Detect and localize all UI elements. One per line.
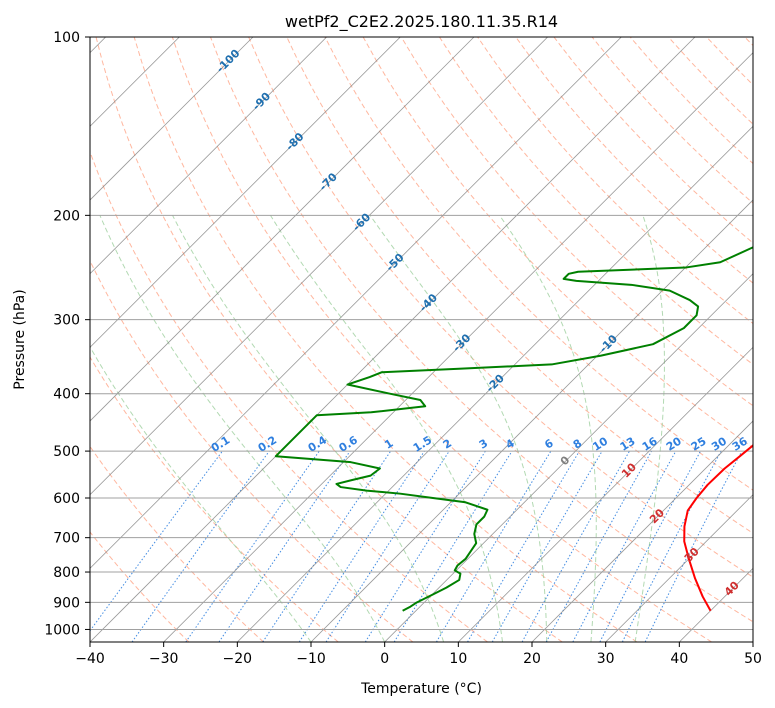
isotherm-line <box>752 641 753 642</box>
dry-adiabat-line <box>90 445 264 642</box>
mixing-ratio-line <box>644 450 743 642</box>
isotherm-line <box>90 37 254 201</box>
y-tick-label: 200 <box>53 208 80 224</box>
mixing-ratio-line <box>572 450 677 642</box>
x-tick-label: −40 <box>75 651 105 667</box>
isotherm-line <box>531 420 753 642</box>
chart-title: wetPf2_C2E2.2025.180.11.35.R14 <box>285 12 558 32</box>
mixing-ratio-line <box>545 450 653 642</box>
isotherm-line <box>90 37 327 275</box>
isotherm-line <box>90 37 696 642</box>
x-tick-label: 50 <box>744 651 762 667</box>
y-axis-label: Pressure (hPa) <box>12 289 28 389</box>
y-tick-label: 900 <box>53 595 80 611</box>
isotherm-line <box>90 37 401 348</box>
axes: −40 −30 −20 −10 0 10 20 30 40 50 100 200 300 400 500 60… <box>44 30 762 667</box>
y-tick-label: 800 <box>53 565 80 581</box>
x-tick-label: −10 <box>296 651 326 667</box>
isotherm-line <box>90 37 475 422</box>
moist-adiabat-line <box>270 215 504 642</box>
isotherm-line <box>237 125 753 642</box>
moist-adiabat-line <box>90 345 312 642</box>
mixing-ratio-line <box>185 450 320 642</box>
x-tick-label: 10 <box>449 651 467 667</box>
mixing-ratio-line <box>325 450 450 642</box>
mixing-ratio-line <box>393 450 513 642</box>
isotherm-line <box>605 494 753 642</box>
isotherm-line <box>384 273 753 642</box>
mixing-ratio-line <box>621 450 722 642</box>
x-tick-label: 0 <box>380 651 389 667</box>
mixing-ratio-line <box>364 450 486 642</box>
dry-adiabat-line <box>133 37 638 642</box>
mixing-ratio-line <box>90 450 223 632</box>
moist-adiabat-line <box>499 215 597 642</box>
dry-adiabat-line <box>248 37 753 578</box>
mixing-ratio-line <box>298 450 425 642</box>
x-axis-label: Temperature (°C) <box>360 681 482 697</box>
mixing-ratio-line <box>435 450 552 642</box>
y-tick-label: 400 <box>53 387 80 403</box>
dry-adiabat-line <box>171 37 712 642</box>
mixing-ratio-line <box>262 450 392 642</box>
dry-adiabat-line <box>324 37 753 491</box>
moist-adiabat-line <box>634 215 665 642</box>
x-tick-label: 40 <box>670 651 688 667</box>
background-lines <box>90 37 753 642</box>
moist-adiabat-line <box>99 215 386 642</box>
dry-adiabat-line <box>400 37 753 407</box>
dry-adiabat-line <box>95 37 563 642</box>
isotherm-line <box>163 52 753 642</box>
dry-adiabat-line <box>90 531 190 642</box>
isotherm-line <box>90 37 548 496</box>
dry-adiabat-line <box>210 37 753 623</box>
temperature-line <box>683 444 753 612</box>
y-tick-label: 1000 <box>44 622 80 638</box>
dry-adiabat-line <box>439 37 753 366</box>
dry-adiabat-line <box>90 150 488 642</box>
isotherm-line <box>90 37 622 569</box>
x-tick-label: −30 <box>149 651 179 667</box>
y-tick-label: 100 <box>53 30 80 46</box>
mixing-ratio-line <box>521 450 630 642</box>
dewpoint-line <box>274 246 753 612</box>
mixing-ratio-line <box>599 450 701 642</box>
y-tick-label: 500 <box>53 444 80 460</box>
isotherm-line <box>310 199 753 642</box>
dry-adiabat-line <box>90 356 339 642</box>
x-tick-label: 20 <box>523 651 541 667</box>
isotherm-line <box>458 346 753 642</box>
y-tick-label: 300 <box>53 313 80 329</box>
plot-background <box>90 37 753 642</box>
y-tick-label: 600 <box>53 491 80 507</box>
data-series <box>274 246 753 612</box>
plot-frame <box>89 36 754 643</box>
dry-adiabat-line <box>515 37 753 284</box>
y-tick-label: 700 <box>53 531 80 547</box>
mixing-ratio-line <box>218 450 351 642</box>
x-tick-label: 30 <box>597 651 615 667</box>
mixing-ratio-line <box>131 450 270 642</box>
moist-adiabat-line <box>172 215 445 642</box>
x-tick-label: −20 <box>223 651 253 667</box>
